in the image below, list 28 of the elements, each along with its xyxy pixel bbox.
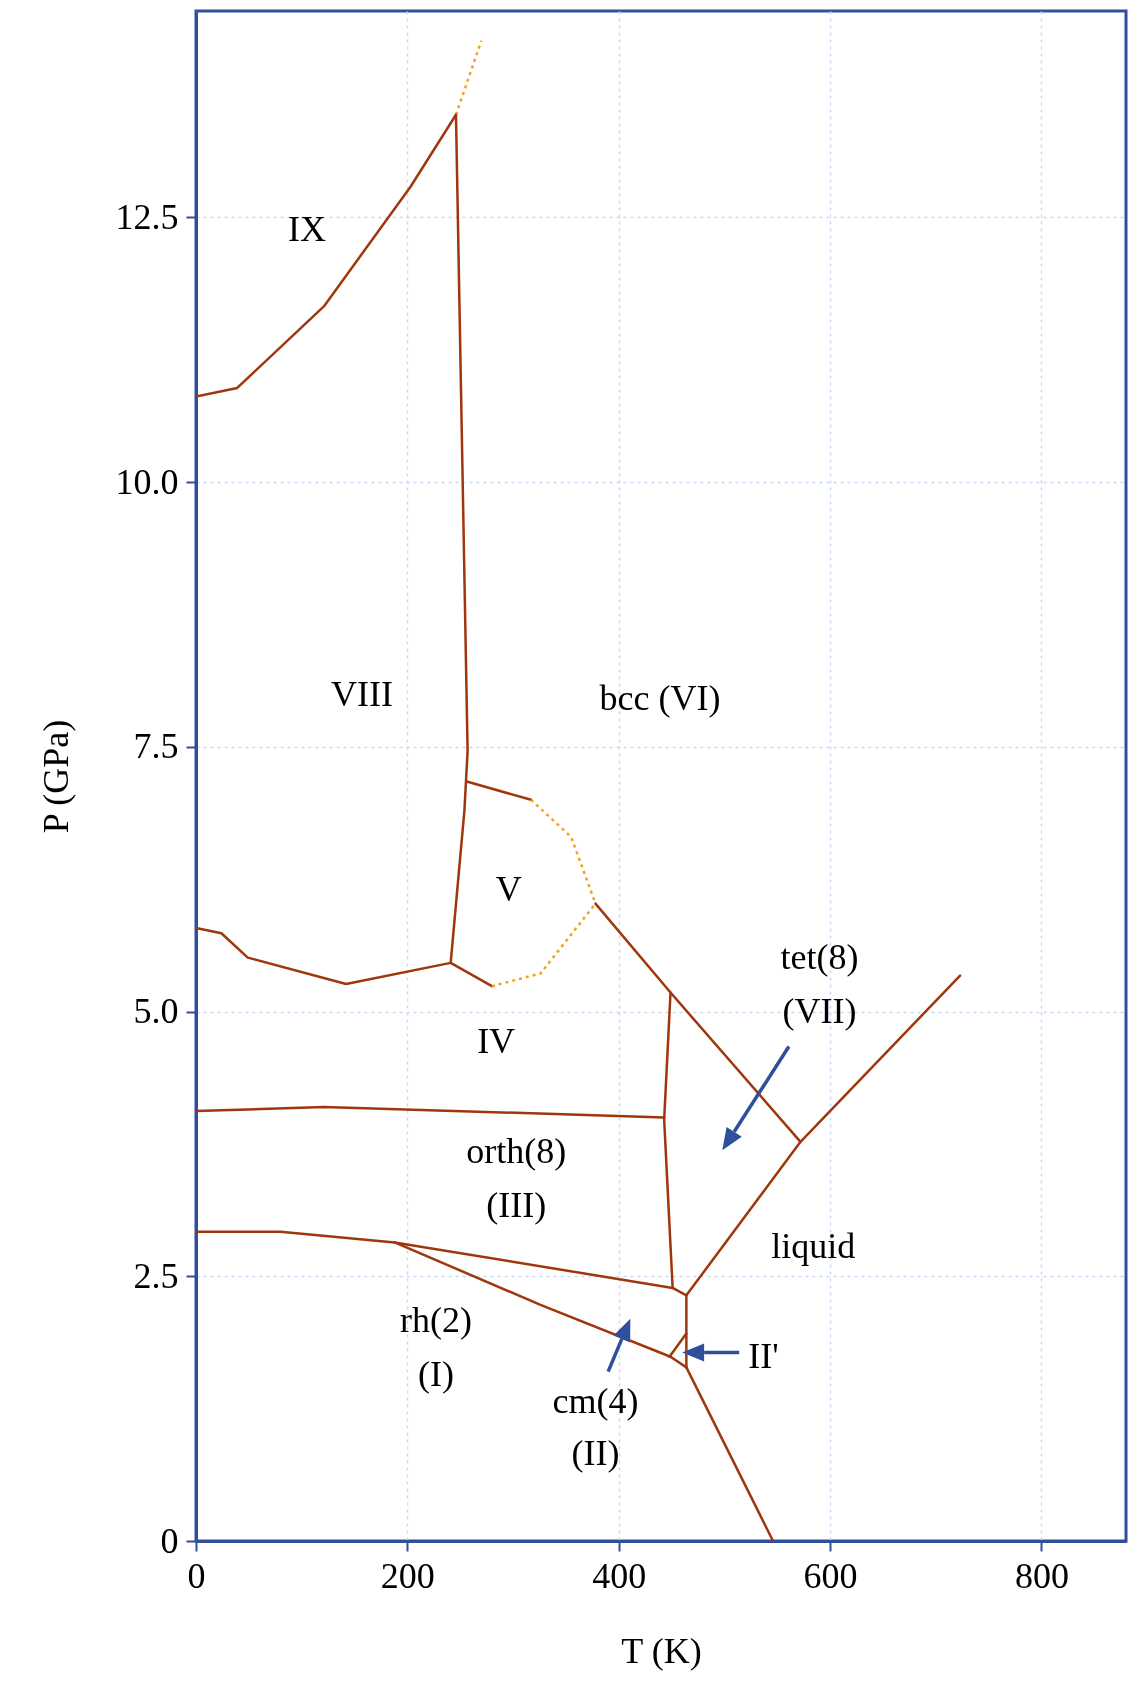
y-axis-title: P (GPa) (35, 719, 76, 834)
x-tick-label: 0 (187, 1555, 206, 1596)
x-tick-label: 600 (803, 1555, 858, 1596)
x-tick-label: 800 (1014, 1555, 1069, 1596)
annotation: (III) (486, 1185, 547, 1226)
x-axis-title: T (K) (621, 1630, 702, 1671)
annotation: (II) (571, 1433, 620, 1474)
y-tick-label: 10.0 (115, 461, 179, 502)
annotation: VIII (330, 674, 393, 714)
annotation: bcc (VI) (599, 678, 721, 719)
y-tick-label: 5.0 (133, 991, 179, 1032)
annotation: II' (748, 1335, 779, 1376)
annotation: rh(2) (399, 1299, 472, 1340)
annotation: (VII) (782, 990, 857, 1031)
annotation: cm(4) (552, 1381, 639, 1422)
y-tick-label: 2.5 (133, 1255, 179, 1296)
annotation: tet(8) (780, 936, 859, 977)
annotation: V (495, 868, 522, 909)
annotation: (I) (417, 1353, 454, 1394)
y-tick-label: 12.5 (115, 196, 179, 237)
annotation: liquid (771, 1225, 856, 1266)
annotation: orth(8) (466, 1131, 567, 1172)
x-tick-label: 200 (380, 1555, 435, 1596)
annotation: IX (287, 209, 326, 250)
y-tick-label: 0 (160, 1520, 179, 1561)
x-tick-label: 400 (592, 1555, 647, 1596)
annotation: IV (477, 1021, 516, 1062)
y-tick-label: 7.5 (133, 726, 179, 767)
